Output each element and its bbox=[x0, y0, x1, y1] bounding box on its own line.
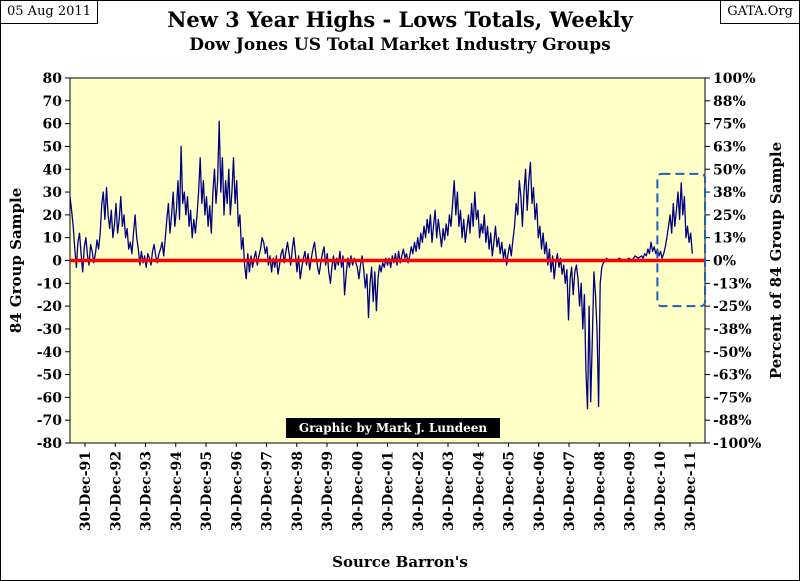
y-left-tick-label: -50 bbox=[37, 368, 63, 384]
x-tick-label: 30-Dec-91 bbox=[78, 451, 94, 531]
chart-title: New 3 Year Highs - Lows Totals, Weekly bbox=[167, 7, 633, 32]
y-left-tick-label: -60 bbox=[37, 390, 63, 406]
y-left-tick-label: -70 bbox=[37, 413, 63, 429]
y-right-tick-label: 50% bbox=[713, 162, 746, 178]
x-tick-label: 30-Dec-95 bbox=[199, 451, 215, 531]
y-right-tick-label: 38% bbox=[713, 185, 746, 201]
x-tick-label: 30-Dec-06 bbox=[532, 451, 548, 531]
y-right-tick-label: -38% bbox=[713, 322, 752, 338]
y-right-tick-label: -88% bbox=[713, 413, 752, 429]
x-tick-label: 30-Dec-03 bbox=[441, 451, 457, 531]
x-tick-label: 30-Dec-93 bbox=[139, 451, 155, 531]
x-tick-label: 30-Dec-98 bbox=[290, 451, 306, 531]
y-right-tick-label: 100% bbox=[713, 71, 756, 87]
x-tick-label: 30-Dec-05 bbox=[502, 451, 518, 531]
x-tick-label: 30-Dec-07 bbox=[562, 451, 578, 531]
y-left-tick-label: 20 bbox=[43, 208, 63, 224]
y-left-tick-label: -40 bbox=[37, 345, 63, 361]
y-left-tick-label: 70 bbox=[43, 94, 63, 110]
x-tick-label: 30-Dec-97 bbox=[260, 451, 276, 531]
credit-label: Graphic by Mark J. Lundeen bbox=[286, 418, 500, 438]
y-left-tick-label: -80 bbox=[37, 436, 63, 452]
y-right-tick-label: -25% bbox=[713, 299, 752, 315]
y-right-tick-label: 63% bbox=[713, 139, 746, 155]
y-right-tick-label: -63% bbox=[713, 368, 752, 384]
y-left-tick-label: 30 bbox=[43, 185, 63, 201]
y-left-tick-label: 0 bbox=[52, 254, 62, 270]
y-left-tick-label: -30 bbox=[37, 322, 63, 338]
y-right-tick-label: 25% bbox=[713, 208, 746, 224]
y-right-tick-label: -13% bbox=[713, 276, 752, 292]
x-tick-label: 30-Dec-99 bbox=[320, 451, 336, 531]
y-left-tick-label: 80 bbox=[43, 71, 63, 87]
y-right-tick-label: -75% bbox=[713, 390, 752, 406]
y-axis-right: 100% 88% 75% 63% 50% 38% 25% 13% 0% -13% -25% -38% -… bbox=[705, 71, 761, 452]
y-left-tick-label: -10 bbox=[37, 276, 63, 292]
y-right-tick-label: -50% bbox=[713, 345, 752, 361]
x-tick-label: 30-Dec-00 bbox=[350, 451, 366, 531]
date-tag: 05 Aug 2011 bbox=[0, 0, 98, 24]
x-tick-label: 30-Dec-08 bbox=[592, 451, 608, 531]
y-left-tick-label: 40 bbox=[43, 162, 63, 178]
y-axis-left-label: 84 Group Sample bbox=[7, 188, 25, 334]
y-right-tick-label: 13% bbox=[713, 231, 746, 247]
x-tick-label: 30-Dec-01 bbox=[381, 451, 397, 531]
y-right-tick-label: 88% bbox=[713, 94, 746, 110]
series-line bbox=[69, 120, 693, 410]
y-left-tick-label: 10 bbox=[43, 231, 63, 247]
x-tick-label: 30-Dec-04 bbox=[471, 451, 487, 531]
y-axis-right-label: Percent of 84 Group Sample bbox=[767, 142, 785, 379]
x-tick-label: 30-Dec-11 bbox=[683, 451, 699, 531]
highlight-box bbox=[656, 172, 706, 308]
x-tick-label: 30-Dec-96 bbox=[229, 451, 245, 531]
y-right-tick-label: 0% bbox=[713, 254, 736, 270]
chart-subtitle: Dow Jones US Total Market Industry Group… bbox=[189, 35, 611, 55]
y-right-tick-label: 75% bbox=[713, 117, 746, 133]
y-axis-left: 80 70 60 50 40 30 20 10 0 -10 -20 -30 -40 -50 -60 -70 -8… bbox=[37, 71, 70, 452]
y-left-tick-label: 60 bbox=[43, 117, 63, 133]
x-axis: 30-Dec-91 30-Dec-92 30-Dec-93 30-Dec-94 30-D… bbox=[78, 443, 699, 531]
x-axis-label: Source Barron's bbox=[332, 553, 468, 571]
x-tick-label: 30-Dec-09 bbox=[623, 451, 639, 531]
x-tick-label: 30-Dec-10 bbox=[653, 451, 669, 531]
x-tick-label: 30-Dec-92 bbox=[108, 451, 124, 531]
y-left-tick-label: -20 bbox=[37, 299, 63, 315]
x-tick-label: 30-Dec-94 bbox=[169, 451, 185, 531]
y-left-tick-label: 50 bbox=[43, 139, 63, 155]
y-right-tick-label: -100% bbox=[713, 436, 761, 452]
x-tick-label: 30-Dec-02 bbox=[411, 451, 427, 531]
